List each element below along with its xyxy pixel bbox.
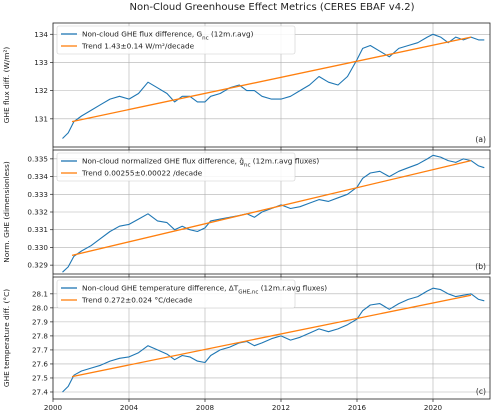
series-line: [62, 33, 485, 139]
y-tick-label: 0.333: [27, 190, 48, 199]
legend-label: Trend 0.00255±0.00022 /decade: [81, 169, 203, 178]
x-tick-label: 2000: [44, 403, 63, 412]
panel-label: (a): [475, 135, 486, 144]
trend-line: [71, 159, 472, 257]
y-tick-label: 0.335: [27, 154, 48, 163]
panel-label: (b): [475, 262, 486, 271]
series-line: [62, 287, 485, 393]
panels: 131 132 133 134 GHE flux diff. (W/m²) (a) Non-…: [2, 22, 491, 412]
y-tick-label: 133: [34, 58, 48, 67]
y-tick-label: 27.7: [32, 345, 48, 354]
y-tick-label: 27.5: [32, 373, 48, 382]
x-tick-label: 2016: [348, 403, 367, 412]
y-tick-label: 0.330: [27, 243, 48, 252]
figure-title: Non-Cloud Greenhouse Effect Metrics (CER…: [129, 2, 414, 13]
y-tick-label: 27.4: [32, 387, 48, 396]
trend-line: [71, 36, 472, 123]
axes-frame: [52, 276, 491, 400]
y-tick-label: 0.332: [27, 208, 48, 217]
legend-label: Non-cloud normalized GHE flux difference…: [82, 157, 319, 169]
y-tick-label: 0.331: [27, 225, 48, 234]
legend-box: [56, 279, 296, 309]
y-tick-label: 131: [34, 114, 48, 123]
y-tick-label: 0.334: [27, 172, 48, 181]
panel-1: 131 132 133 134 GHE flux diff. (W/m²) (a) Non-…: [2, 22, 491, 150]
legend-label: Non-cloud GHE temperature difference, ΔT…: [82, 284, 327, 296]
y-tick-label: 134: [34, 30, 48, 39]
panel-label: (c): [476, 387, 486, 396]
y-tick-label: 27.8: [32, 331, 48, 340]
legend-box: [56, 152, 296, 182]
plot-area: [62, 287, 485, 393]
legend-label: Non-cloud GHE flux difference, Gnc (12m.…: [82, 30, 254, 42]
plot-area: [62, 154, 485, 273]
legend-label: Trend 0.272±0.024 °C/decade: [81, 296, 193, 305]
y-tick-label: 0.329: [27, 261, 48, 270]
plot-area: [62, 33, 485, 139]
x-tick-label: 2012: [272, 403, 290, 412]
y-axis-label: Norm. GHE (dimensionless): [2, 161, 11, 263]
y-axis-label: GHE flux diff. (W/m²): [2, 47, 11, 124]
trend-line: [71, 294, 472, 378]
legend-box: [56, 25, 296, 55]
x-tick-label: 2020: [424, 403, 443, 412]
x-tick-label: 2008: [196, 403, 215, 412]
panel-2: 0.329 0.330 0.331 0.332 0.333 0.334 0.335 Norm.…: [2, 149, 491, 277]
y-tick-label: 27.6: [32, 359, 48, 368]
axes-frame: [52, 22, 491, 148]
y-tick-label: 28.0: [32, 303, 48, 312]
panel-3: 27.4 27.5 27.6 27.7 27.8 27.9 28.0 28.1 2000 2004…: [2, 276, 491, 412]
y-tick-label: 27.9: [32, 317, 48, 326]
y-tick-label: 132: [34, 86, 48, 95]
y-axis-label: GHE temperature diff. (°C): [2, 289, 11, 387]
legend-label: Trend 1.43±0.14 W/m²/decade: [81, 42, 195, 51]
x-tick-label: 2004: [120, 403, 139, 412]
y-tick-label: 28.1: [32, 289, 48, 298]
